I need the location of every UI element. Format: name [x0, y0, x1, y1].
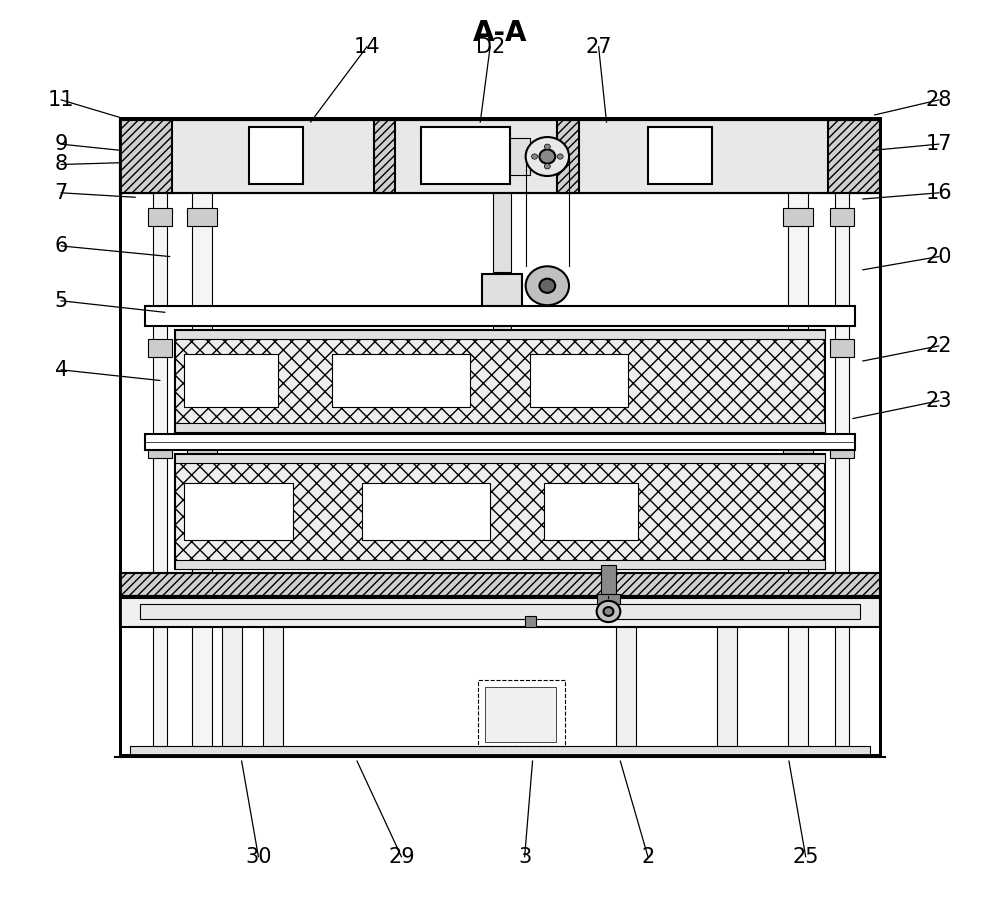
- Bar: [148, 208, 172, 226]
- Bar: [175, 423, 825, 432]
- Bar: [175, 330, 825, 339]
- Bar: [601, 565, 616, 595]
- Circle shape: [526, 137, 569, 176]
- Text: 17: 17: [926, 134, 952, 154]
- Text: A-A: A-A: [473, 20, 527, 48]
- Bar: [175, 330, 825, 432]
- Bar: [184, 354, 278, 407]
- Bar: [478, 680, 565, 746]
- Bar: [184, 483, 293, 540]
- Bar: [828, 120, 880, 192]
- Text: 20: 20: [926, 246, 952, 266]
- Bar: [783, 208, 813, 226]
- Bar: [530, 354, 628, 407]
- Bar: [616, 627, 636, 755]
- Text: 29: 29: [388, 847, 415, 867]
- Text: 6: 6: [54, 236, 68, 256]
- Bar: [120, 118, 880, 755]
- Text: 9: 9: [54, 134, 68, 154]
- Bar: [120, 574, 880, 595]
- Text: 2: 2: [641, 847, 655, 867]
- Bar: [145, 307, 855, 325]
- Bar: [145, 433, 855, 450]
- Text: 4: 4: [55, 360, 68, 380]
- Bar: [485, 687, 556, 742]
- Circle shape: [557, 154, 563, 159]
- Circle shape: [604, 607, 613, 616]
- Bar: [783, 339, 813, 357]
- Circle shape: [539, 279, 555, 293]
- Bar: [148, 339, 172, 357]
- Circle shape: [526, 266, 569, 306]
- Bar: [482, 274, 522, 309]
- Bar: [187, 441, 217, 458]
- Bar: [830, 441, 854, 458]
- Bar: [648, 128, 712, 184]
- Bar: [493, 307, 511, 339]
- Text: D2: D2: [476, 37, 505, 57]
- Text: 8: 8: [55, 155, 68, 174]
- Bar: [544, 483, 638, 540]
- Bar: [597, 593, 620, 604]
- Bar: [421, 128, 510, 184]
- Bar: [835, 192, 849, 755]
- Circle shape: [544, 164, 550, 169]
- Bar: [788, 192, 808, 755]
- Bar: [783, 441, 813, 458]
- Bar: [717, 627, 737, 755]
- Bar: [332, 354, 470, 407]
- Bar: [525, 616, 536, 627]
- Bar: [374, 120, 395, 192]
- Text: 5: 5: [55, 290, 68, 311]
- Circle shape: [544, 144, 550, 149]
- Bar: [120, 598, 880, 627]
- Bar: [830, 339, 854, 357]
- Text: 16: 16: [926, 182, 952, 203]
- Text: 14: 14: [354, 37, 380, 57]
- Text: 27: 27: [585, 37, 612, 57]
- Text: 23: 23: [926, 391, 952, 411]
- Text: 7: 7: [55, 182, 68, 203]
- Text: 11: 11: [48, 90, 74, 110]
- Bar: [362, 483, 490, 540]
- Bar: [130, 746, 870, 755]
- Text: 22: 22: [926, 336, 952, 356]
- Bar: [493, 192, 511, 272]
- Bar: [263, 627, 283, 755]
- Bar: [557, 120, 579, 192]
- Bar: [222, 627, 242, 755]
- Text: 25: 25: [792, 847, 819, 867]
- Bar: [120, 120, 880, 192]
- Bar: [120, 120, 172, 192]
- Bar: [187, 208, 217, 226]
- Bar: [830, 208, 854, 226]
- Circle shape: [539, 149, 555, 164]
- Bar: [175, 454, 825, 569]
- Circle shape: [597, 601, 620, 622]
- Bar: [175, 454, 825, 463]
- Text: 3: 3: [518, 847, 531, 867]
- Bar: [175, 560, 825, 569]
- Bar: [153, 192, 167, 755]
- Bar: [510, 138, 530, 175]
- Bar: [140, 603, 860, 619]
- Bar: [192, 192, 212, 755]
- Bar: [187, 339, 217, 357]
- Bar: [249, 128, 303, 184]
- Text: 30: 30: [245, 847, 272, 867]
- Bar: [148, 441, 172, 458]
- Bar: [120, 118, 880, 755]
- Circle shape: [532, 154, 537, 159]
- Text: 28: 28: [926, 90, 952, 110]
